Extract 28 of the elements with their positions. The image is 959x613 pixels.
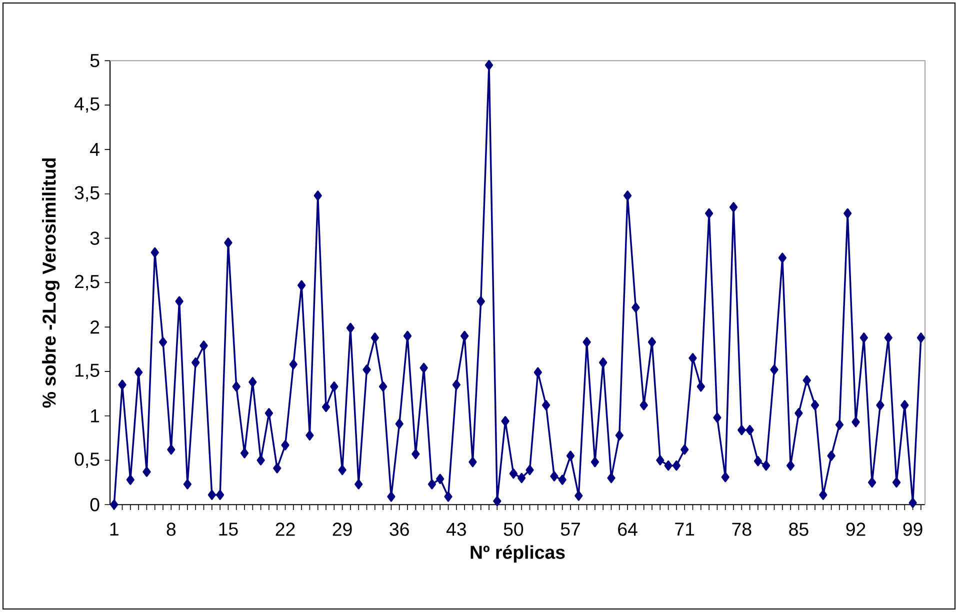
x-tick-label: 92 — [846, 522, 866, 536]
y-tick-label: 0,5 — [74, 452, 100, 468]
y-tick-label: 2 — [90, 320, 100, 334]
y-axis-title: % sobre -2Log Verosimilitud — [42, 158, 60, 408]
y-tick-label: 5 — [90, 54, 100, 68]
y-tick-label: 4 — [90, 143, 100, 156]
x-tick-label: 43 — [446, 522, 466, 536]
x-tick-label: 57 — [560, 522, 580, 536]
x-tick-label: 1 — [110, 522, 118, 536]
y-tick-label: 0 — [90, 498, 100, 512]
x-tick-label: 8 — [166, 522, 176, 536]
x-tick-label: 50 — [504, 522, 524, 536]
x-tick-label: 22 — [276, 522, 295, 536]
x-tick-label: 36 — [390, 522, 409, 536]
x-axis-title: Nº réplicas — [470, 545, 565, 563]
x-tick-label: 64 — [618, 522, 638, 536]
y-tick-label: 3,5 — [74, 186, 100, 202]
x-tick-label: 15 — [219, 522, 238, 536]
y-tick-label: 1 — [91, 409, 100, 422]
x-tick-label: 85 — [789, 522, 808, 536]
x-tick-label: 99 — [903, 522, 922, 536]
x-tick-label: 29 — [332, 522, 352, 536]
x-tick-label: 71 — [675, 522, 694, 536]
y-tick-label: 4,5 — [74, 97, 100, 113]
x-tick-label: 78 — [732, 522, 752, 536]
y-tick-label: 3 — [90, 232, 100, 245]
y-tick-label: 2,5 — [74, 274, 100, 290]
y-tick-label: 1,5 — [75, 364, 100, 380]
